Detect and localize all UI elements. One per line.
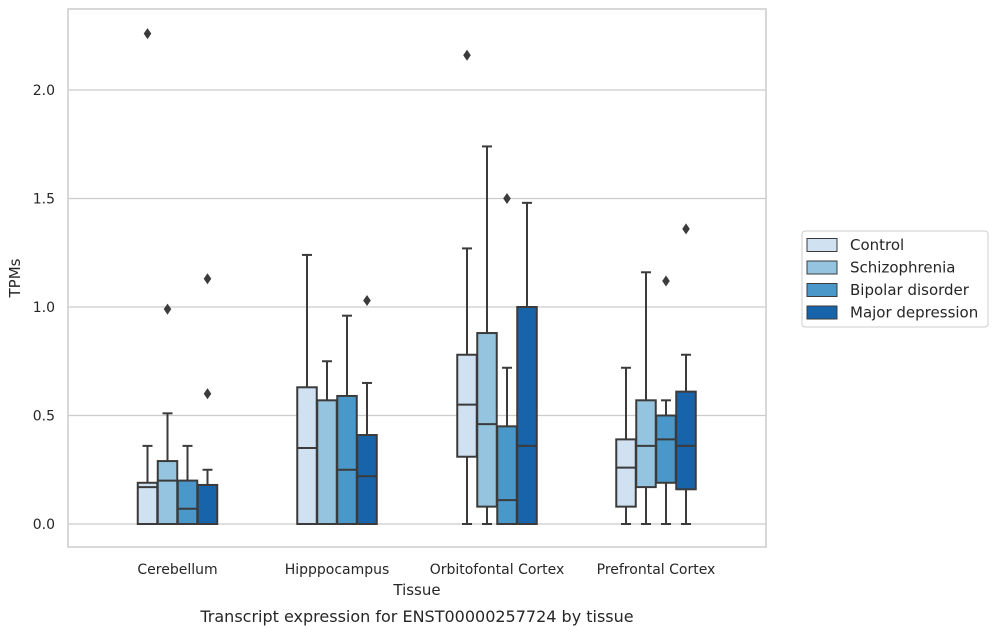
- box-body: [176, 479, 199, 526]
- box-body: [675, 390, 697, 491]
- legend-label: Major depression: [850, 304, 978, 322]
- box-bipolar-disorder: [655, 275, 677, 525]
- box-major-depression: [675, 223, 697, 525]
- box-schizophrenia: [635, 271, 657, 525]
- outlier-point: [143, 28, 152, 40]
- legend-label: Control: [850, 236, 904, 254]
- plot-area-frame: [67, 8, 767, 548]
- box-layer: [136, 28, 697, 526]
- legend-frame: [801, 230, 989, 328]
- box-control: [136, 28, 159, 525]
- legend-swatch: [806, 305, 838, 320]
- box-schizophrenia: [316, 360, 338, 525]
- x-tick-label: Cerebellum: [137, 562, 217, 578]
- box-bipolar-disorder: [176, 444, 199, 526]
- outlier-point: [163, 303, 172, 315]
- box-body: [456, 353, 478, 458]
- y-tick-label: 1.5: [33, 192, 55, 208]
- box-body: [516, 306, 538, 525]
- legend-label: Bipolar disorder: [850, 281, 970, 299]
- outlier-point: [463, 49, 471, 61]
- box-body: [296, 386, 318, 526]
- box-body: [356, 434, 378, 525]
- box-body: [655, 414, 677, 484]
- outlier-point: [682, 223, 690, 235]
- box-control: [615, 366, 637, 525]
- x-tick-labels: Cerebellum Hipppocampus Orbitofontal Corte…: [137, 562, 715, 578]
- y-tick-label: 0.0: [33, 517, 55, 533]
- outlier-point: [203, 273, 212, 285]
- chart-caption: Transcript expression for ENST0000025772…: [199, 607, 633, 626]
- outlier-point: [503, 193, 511, 204]
- box-body: [496, 425, 518, 526]
- box-bipolar-disorder: [496, 193, 518, 526]
- box-major-depression: [356, 294, 378, 525]
- box-schizophrenia: [476, 145, 498, 525]
- x-tick-label: Prefrontal Cortex: [597, 562, 716, 578]
- box-body: [196, 483, 219, 526]
- y-axis-label: TPMs: [6, 258, 24, 298]
- y-tick-label: 1.0: [33, 300, 55, 316]
- box-major-depression: [516, 201, 538, 525]
- box-body: [635, 399, 657, 489]
- x-axis-label: Tissue: [392, 581, 440, 599]
- box-bipolar-disorder: [336, 314, 358, 525]
- y-tick-label: 2.0: [33, 83, 55, 99]
- outlier-point: [203, 388, 212, 400]
- y-tick-labels: 0.0 0.5 1.0 1.5 2.0: [33, 83, 55, 533]
- box-control: [456, 49, 478, 525]
- box-body: [316, 399, 338, 525]
- legend: Control Schizophrenia Bipolar disorder Majo…: [801, 230, 989, 328]
- box-body: [336, 394, 358, 525]
- box-schizophrenia: [156, 303, 179, 526]
- outlier-point: [363, 294, 371, 306]
- box-body: [476, 332, 498, 508]
- legend-swatch: [806, 260, 838, 275]
- box-major-depression: [196, 273, 219, 526]
- box-body: [615, 438, 637, 508]
- legend-label: Schizophrenia: [850, 259, 955, 277]
- outlier-point: [662, 275, 670, 287]
- legend-swatch: [806, 238, 838, 252]
- x-tick-label: Orbitofontal Cortex: [430, 562, 565, 578]
- box-control: [296, 253, 318, 526]
- legend-swatch: [806, 283, 838, 297]
- box-body: [156, 460, 179, 526]
- box-body: [136, 481, 159, 525]
- y-tick-label: 0.5: [33, 409, 55, 425]
- x-tick-label: Hipppocampus: [285, 562, 390, 578]
